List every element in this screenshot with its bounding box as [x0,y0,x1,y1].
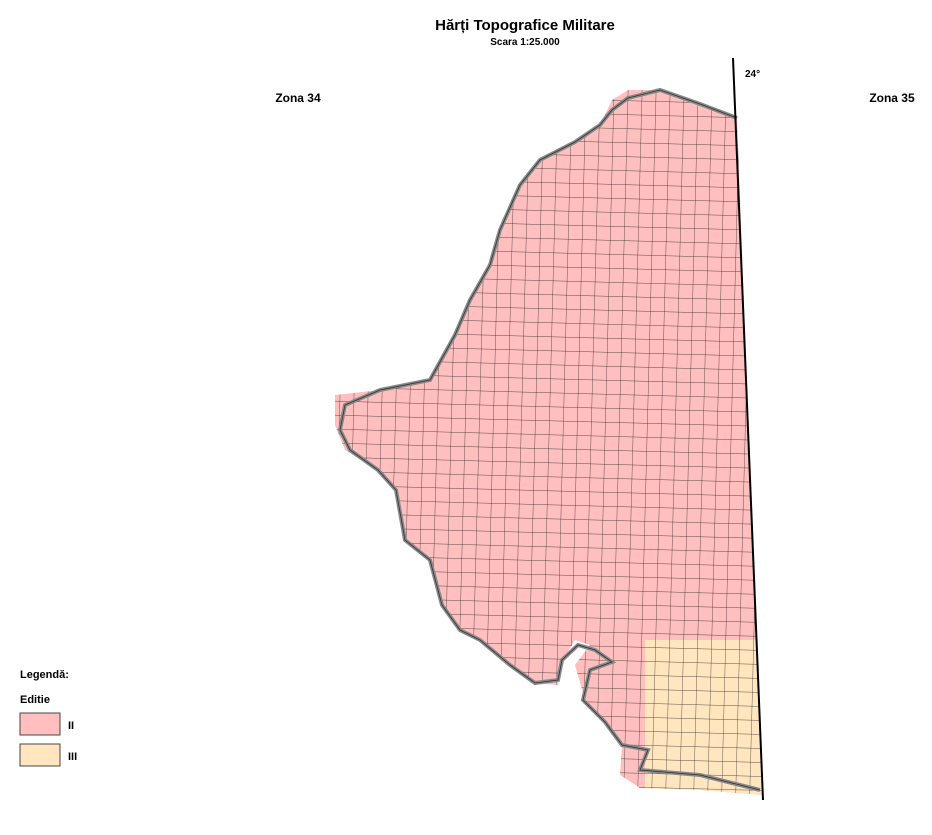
border-river-line [339,89,761,791]
zone-label: Zona 34 [275,91,321,105]
sheet-grid [335,90,762,795]
legend-label: II [68,720,74,732]
meridian-line [732,57,764,801]
legend-swatch [19,743,61,767]
subtitle: Scara 1:25.000 [490,37,560,48]
title: Hărți Topografice Militare [435,17,615,34]
meridian-label: 24° [745,69,760,80]
legend-swatch [19,712,61,736]
legend-label: III [68,751,77,763]
legend-subtitle: Editie [20,694,50,706]
sheets [335,90,762,795]
zone-label: Zona 35 [869,91,915,105]
legend-title: Legendă: [20,669,69,681]
